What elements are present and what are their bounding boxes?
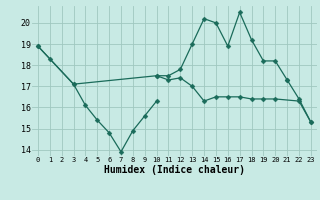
- X-axis label: Humidex (Indice chaleur): Humidex (Indice chaleur): [104, 165, 245, 175]
